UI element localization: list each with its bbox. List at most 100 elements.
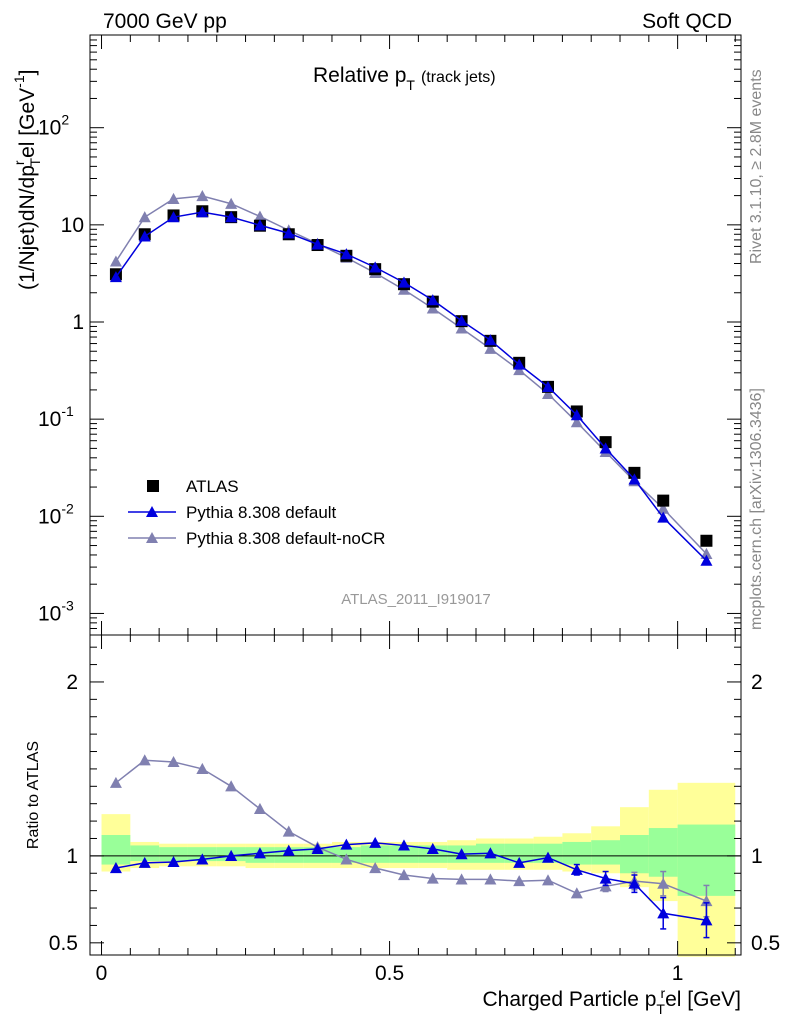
ratio-pythia-default-point — [426, 842, 439, 855]
ratio-inner-band — [620, 835, 649, 874]
pythia-default-point — [628, 473, 641, 485]
ratio-pythia-default-point — [542, 851, 555, 863]
ratio-inner-band — [648, 828, 678, 877]
pythia-nocr-point — [253, 210, 266, 222]
ratio-pythia-default-point — [369, 836, 382, 848]
pythia-default-point — [657, 511, 670, 523]
x-axis-label: Charged Particle pTrel [GeV] — [482, 985, 741, 1017]
legend-marker-pythia-nocr — [146, 532, 158, 543]
ratio-pythia-default-point — [657, 907, 670, 919]
pythia-default-point — [282, 227, 295, 239]
ratio-pythia-default-point — [700, 914, 713, 926]
pythia-default-point — [109, 271, 122, 283]
ratio-pythia-default-point — [340, 838, 353, 850]
pythia-nocr-point — [700, 547, 713, 560]
legend-marker-atlas — [147, 480, 159, 492]
pythia-nocr-point — [225, 197, 238, 209]
pythia-default-point — [599, 442, 612, 454]
ratio-inner-band — [504, 843, 534, 863]
main-y-tick-label: 1 — [72, 311, 84, 334]
ratio-inner-band — [159, 847, 188, 862]
ratio-pythia-default-point — [167, 855, 180, 868]
ratio-pythia-nocr-point — [570, 887, 583, 899]
analysis-watermark: ATLAS_2011_I919017 — [341, 591, 491, 608]
ratio-inner-band — [562, 841, 592, 865]
ratio-pythia-nocr-point — [253, 802, 266, 815]
pythia-default-point — [397, 276, 410, 288]
ratio-pythia-default-point — [253, 847, 266, 859]
legend-label-atlas: ATLAS — [186, 477, 239, 496]
legend: ATLAS Pythia 8.308 default Pythia 8.308 … — [128, 477, 385, 548]
ratio-y-tick-label: 2 — [66, 671, 78, 694]
main-y-tick-label: 10 — [61, 214, 84, 237]
ratio-pythia-nocr-point — [109, 776, 122, 788]
main-y-tick-label: 102 — [38, 112, 69, 140]
ratio-pythia-default-point — [455, 848, 468, 860]
main-y-tick-label: 10-1 — [38, 403, 74, 431]
ratio-y-tick-label-right: 0.5 — [751, 932, 780, 955]
ratio-y-tick-label-right: 2 — [751, 671, 763, 694]
pythia-default-point — [484, 334, 497, 346]
pythia-nocr-point — [570, 416, 583, 428]
pythia-nocr-point — [109, 255, 122, 267]
pythia-nocr-point — [167, 192, 180, 204]
ratio-pythia-default-point — [513, 856, 526, 868]
pythia-nocr-point — [455, 322, 468, 334]
ratio-pythia-nocr-point — [196, 762, 209, 775]
ratio-pythia-nocr-point — [426, 872, 439, 884]
ratio-pythia-default-point — [138, 856, 151, 868]
ratio-pythia-default-point — [109, 862, 122, 874]
mcplots-reference-label: mcplots.cern.ch [arXiv:1306.3436] — [748, 388, 765, 630]
atlas-data-point — [700, 534, 713, 547]
pythia-default-point — [542, 380, 555, 392]
ratio-inner-band — [303, 847, 332, 863]
pythia-default-point — [700, 554, 713, 566]
rivet-version-label: Rivet 3.1.10, ≥ 2.8M events — [748, 69, 765, 264]
ratio-pythia-default-point — [282, 844, 295, 856]
ratio-x-ticks: 0 0.5 1 — [96, 635, 736, 985]
ratio-inner-band — [101, 835, 131, 865]
main-y-ticks: 10-3 10-2 10-1 1 10 102 — [38, 34, 741, 636]
pythia-default-point — [167, 211, 180, 223]
ratio-pythia-nocr-point — [397, 869, 410, 881]
ratio-pythia-nocr-point — [369, 862, 382, 874]
pythia-nocr-point — [513, 364, 526, 376]
pythia-default-point — [253, 219, 266, 231]
pythia-nocr-line — [115, 195, 707, 555]
x-tick-label: 0.5 — [375, 962, 404, 985]
ratio-pythia-default-point — [628, 877, 641, 889]
main-plot: 10-3 10-2 10-1 1 10 102 Relative pT (track jet… — [11, 34, 742, 636]
ratio-pythia-nocr-point — [657, 877, 670, 889]
ratio-inner-band — [360, 845, 390, 863]
ratio-inner-band — [130, 845, 160, 862]
pythia-default-point — [426, 294, 439, 306]
ratio-pythia-nocr-point — [282, 825, 295, 837]
main-y-tick-label: 10-2 — [38, 500, 74, 528]
pythia-default-point — [455, 314, 468, 326]
ratio-pythia-default-point — [397, 839, 410, 851]
ratio-inner-band — [677, 824, 736, 896]
pythia-nocr-point — [196, 190, 209, 202]
pythia-default-point — [513, 358, 526, 370]
pythia-nocr-point — [426, 302, 439, 314]
legend-label-pythia-nocr: Pythia 8.308 default-noCR — [186, 529, 385, 548]
ratio-pythia-nocr-point — [167, 755, 180, 768]
pythia-default-point — [138, 230, 151, 242]
ratio-y-tick-label-right: 1 — [751, 845, 763, 868]
ratio-pythia-default-point — [484, 847, 497, 859]
pythia-default-point — [225, 211, 238, 223]
ratio-inner-band — [591, 840, 621, 865]
pythia-nocr-point — [484, 342, 497, 354]
x-tick-label: 1 — [672, 962, 684, 985]
pythia-nocr-point — [657, 502, 670, 514]
ratio-pythia-nocr-point — [513, 875, 526, 887]
ratio-uncertainty-bands — [101, 782, 736, 957]
ratio-inner-band — [389, 845, 419, 863]
ratio-pythia-default-point — [570, 863, 583, 875]
ratio-pythia-default-point — [225, 849, 238, 861]
legend-marker-pythia-default — [146, 506, 158, 517]
header-left: 7000 GeV pp — [103, 10, 227, 33]
pythia-default-point — [340, 248, 353, 260]
ratio-plot: 0.5 0.51 12 2 0 0.5 1 Ratio to ATLAS Charged … — [25, 634, 780, 1017]
